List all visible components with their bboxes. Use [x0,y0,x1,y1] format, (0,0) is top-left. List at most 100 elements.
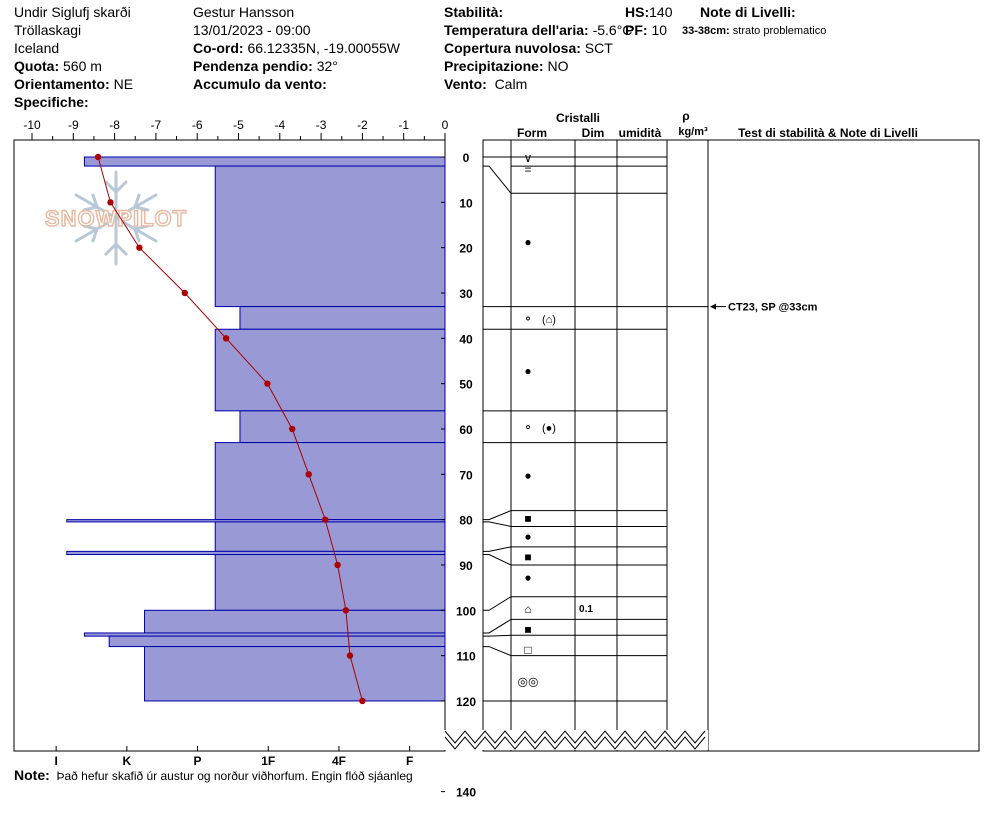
temperature-point [107,199,114,206]
watermark-text: SNOWPILOT [45,206,187,231]
temperature-point [264,380,271,387]
depth-tick-label: 90 [459,559,473,573]
temp-tick-label: -7 [151,118,162,132]
hardness-tick-label: 1F [261,754,275,768]
air-temp-value: -5.6°C [592,22,633,38]
temp-tick-label: -6 [192,118,203,132]
hardness-tick-label: F [406,754,413,768]
crystal-form-symbol: ● [524,235,531,249]
temp-tick-label: -3 [316,118,327,132]
layer-connector [483,554,512,566]
layer-note: 33-38cm: strato problematico [682,22,826,40]
elevation-value: 560 m [63,58,102,74]
depth-tick-label: 0 [463,151,470,165]
layer-connector [483,546,512,552]
temp-tick-label: -4 [274,118,285,132]
layer-connector [483,521,512,527]
layer-connector [483,510,512,521]
aspect: Orientamento: NE [14,75,133,93]
cloud-cover: Copertura nuvolosa: SCT [444,39,613,57]
wind-loading-label: Accumulo da vento: [193,76,327,92]
temperature-point [305,471,312,478]
depth-tick-label: 120 [456,695,476,709]
temp-tick-label: -2 [357,118,368,132]
crystal-form-symbol: ● [524,570,531,584]
air-temperature: Temperatura dell'aria: -5.6°C [444,21,632,39]
crystal-form-symbol: ● [524,530,531,544]
hardness-layer [214,165,446,308]
temp-tick-label: -1 [398,118,409,132]
crystal-form-symbol: ■ [524,511,531,525]
coordinates: Co-ord: 66.12335N, -19.00055W [193,39,400,57]
elevation: Quota: 560 m [14,57,102,75]
crystal-form-secondary: (●) [542,423,556,435]
location: Undir Siglufj skarði [14,4,131,20]
slope-label: Pendenza pendio: [193,58,313,74]
precipitation: Precipitazione: NO [444,57,568,75]
header-rho: ρ [682,109,689,123]
crystal-form-symbol: ⚬ [523,312,533,326]
header-umidita: umidità [619,126,662,140]
depth-tick-label: 10 [459,196,473,210]
temperature-point [342,607,350,614]
chart-axes: -10 -9 -8 -7 -6 -5 -4 -3 -2 -1 0010203040506070809… [23,118,476,800]
temp-tick-label: 0 [442,118,449,132]
temperature-point [94,153,102,161]
temperature-point [136,244,143,251]
layer-note-range: 33-38cm: [682,25,730,37]
hardness-layer [214,328,446,412]
hardness-layer [239,410,446,444]
header-dim: Dim [582,126,605,140]
wind-value: Calm [494,76,528,92]
crystal-form-symbol: ◎◎ [518,675,539,689]
temperature-point [322,516,329,523]
crystal-form-symbol: ■ [524,550,531,564]
header-density-unit: kg/m³ [678,126,708,138]
axis-break-line [444,730,706,744]
grain-size-value: 0.1 [579,604,593,615]
region: Tröllaskagi [14,22,82,38]
wind-label: Vento: [444,76,487,92]
depth-tick-label: 30 [459,287,473,301]
temperature-profile [94,153,366,705]
depth-tick-label: 50 [459,378,473,392]
observer: Gestur Hansson [193,4,295,20]
pf-label: PF: [625,22,648,38]
country: Iceland [14,40,60,56]
depth-tick-label: 100 [456,604,476,618]
temp-tick-label: -5 [233,118,244,132]
header-form: Form [517,126,547,140]
hardness-layer [144,609,446,634]
depth-tick-label: 70 [459,468,473,482]
snowpilot-watermark: SNOWPILOT [44,170,187,266]
note-label: Note: [14,767,50,783]
elevation-label: Quota: [14,58,60,74]
layer-connector [483,596,512,611]
depth-tick-label: 140 [456,786,476,800]
hardness-tick-label: P [194,754,202,768]
note-text: Það hefur skafið úr austur og norður við… [56,769,413,783]
hardness-layer [239,306,446,330]
header-cristalli: Cristalli [556,111,600,125]
table-headers: Cristalli Form Dim umidità ρ kg/m³ Test … [517,109,918,140]
crystal-form-symbol: ● [524,468,531,482]
crystal-forms: ∨= ● ⚬ ● ⚬ ● ■ ● ■ ● ⌂ ■ □ ◎◎ (⌂) (●) 0.1 [518,151,594,689]
temperature-point [334,561,341,569]
cloud-value: SCT [584,40,613,56]
axis-break-line [444,736,706,750]
temperature-point [288,425,296,433]
precip-value: NO [547,58,569,74]
layer-connector [483,618,512,634]
layer-notes-label: Note di Livelli: [700,4,796,20]
crystal-form-secondary: (⌂) [542,314,556,326]
foot-penetration: PF: 10 [625,21,667,39]
snow-height: HS:140 [625,3,672,21]
depth-tick-label: 40 [459,332,473,346]
slope: Pendenza pendio: 32° [193,57,338,75]
slope-value: 32° [316,58,338,74]
temp-tick-label: -9 [68,118,79,132]
depth-tick-label: 60 [459,423,473,437]
hardness-layer [144,646,446,702]
crystal-form-symbol: ⌂ [524,602,531,616]
